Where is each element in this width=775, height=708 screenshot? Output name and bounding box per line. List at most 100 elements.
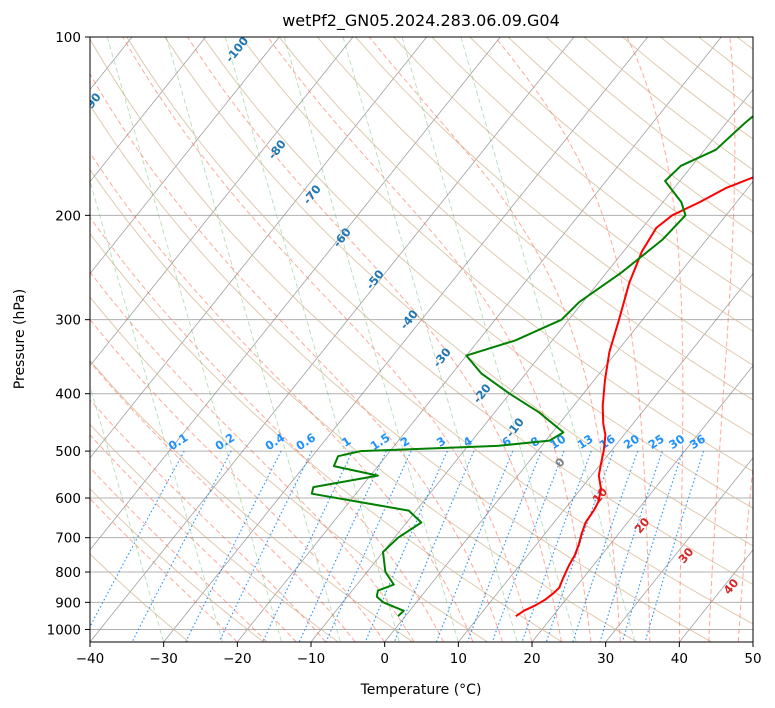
isotherm-label: -70 bbox=[300, 182, 324, 207]
moist-adiabat bbox=[494, 37, 651, 642]
isotherm-label: -60 bbox=[330, 225, 354, 250]
mixing-ratio-label: 1 bbox=[339, 434, 353, 450]
temperature-trace bbox=[515, 176, 753, 618]
mixing-ratio-line bbox=[491, 450, 565, 642]
y-tick-label: 300 bbox=[55, 313, 81, 329]
wetbulb-label: 0 bbox=[552, 455, 568, 470]
mixing-ratio-line bbox=[435, 450, 514, 642]
isotherm-line bbox=[0, 37, 58, 642]
line-labels: 0.1 0.2 0.4 0.6 1 1.5 2 3 4 6 8 10 13 16 20 25 30 36-100-… bbox=[80, 34, 741, 597]
mixing-ratio-line bbox=[393, 450, 475, 642]
isotherm-line bbox=[310, 88, 753, 642]
x-tick-label: −20 bbox=[223, 651, 252, 667]
x-tick-label: −40 bbox=[76, 651, 105, 667]
moist-adiabat bbox=[122, 37, 533, 642]
moist-adiabat bbox=[368, 37, 621, 642]
secondary-adiabat bbox=[401, 37, 577, 642]
isotherm-line bbox=[605, 457, 753, 642]
mixing-ratio-line bbox=[218, 450, 313, 642]
moist-adiabat bbox=[90, 498, 238, 642]
dry-adiabat bbox=[90, 232, 563, 642]
x-tick-label: 10 bbox=[450, 651, 467, 667]
isotherm-label: -40 bbox=[397, 307, 421, 332]
secondary-adiabat bbox=[90, 179, 224, 642]
axis-ticks: −40 −30 −20 −10 0 10 20 30 40 5010020030040050060… bbox=[47, 30, 762, 667]
mixing-ratio-line bbox=[466, 450, 542, 642]
wetbulb-label: 30 bbox=[675, 545, 696, 566]
isotherm-line bbox=[90, 37, 427, 459]
dry-adiabat bbox=[90, 38, 753, 625]
mixing-ratio-line bbox=[599, 450, 663, 642]
isotherm-line bbox=[90, 37, 575, 642]
isotherm-line bbox=[458, 273, 753, 642]
dry-adiabat bbox=[90, 553, 190, 642]
plot-frame bbox=[89, 36, 754, 643]
mixing-ratio-label: 0.2 bbox=[213, 430, 238, 453]
y-tick-label: 900 bbox=[55, 595, 81, 611]
moist-adiabat bbox=[90, 271, 415, 642]
y-tick-label: 500 bbox=[55, 444, 81, 460]
isotherm-line bbox=[90, 37, 354, 367]
chart-title: wetPf2_GN05.2024.283.06.09.G04 bbox=[282, 11, 560, 31]
x-tick-label: 0 bbox=[380, 651, 389, 667]
dry-adiabat bbox=[126, 37, 753, 586]
wetbulb-label: 20 bbox=[631, 515, 652, 536]
moist-adiabat bbox=[90, 434, 297, 642]
secondary-adiabat bbox=[460, 37, 636, 642]
isotherm-line bbox=[90, 37, 280, 275]
isotherm-label: -90 bbox=[80, 90, 104, 115]
dry-adiabat bbox=[90, 423, 339, 642]
isotherm-line bbox=[90, 37, 206, 183]
moist-adiabat bbox=[90, 399, 327, 642]
dry-adiabat bbox=[90, 488, 264, 642]
y-tick-label: 800 bbox=[55, 565, 81, 581]
moist-adiabat bbox=[90, 73, 503, 642]
x-tick-label: −30 bbox=[149, 651, 178, 667]
isotherm-label: -20 bbox=[470, 381, 494, 406]
isotherm-line bbox=[679, 549, 753, 642]
mixing-ratio-label: 36 bbox=[687, 432, 708, 452]
secondary-adiabat bbox=[283, 37, 459, 642]
wetbulb-label: 40 bbox=[720, 576, 741, 597]
y-axis-label: Pressure (hPa) bbox=[12, 289, 28, 389]
moist-adiabat bbox=[708, 37, 736, 642]
moist-adiabat bbox=[90, 361, 356, 642]
dry-adiabat bbox=[317, 37, 753, 401]
mixing-ratio-line bbox=[131, 450, 232, 642]
dry-adiabat bbox=[393, 37, 753, 332]
dry-adiabat bbox=[431, 37, 753, 299]
x-tick-label: 40 bbox=[671, 651, 688, 667]
secondary-adiabat bbox=[342, 37, 518, 642]
mixing-ratio-line bbox=[185, 450, 282, 642]
x-tick-label: −10 bbox=[297, 651, 326, 667]
mixing-ratio-line bbox=[621, 450, 684, 642]
mixing-ratio-line bbox=[90, 450, 185, 628]
mixing-ratio-label: 25 bbox=[646, 432, 667, 452]
isotherm-line bbox=[752, 641, 753, 642]
mixing-ratio-line bbox=[364, 450, 448, 642]
mixing-ratio-line bbox=[262, 450, 353, 642]
y-tick-label: 1000 bbox=[47, 622, 81, 638]
isotherm-label: -100 bbox=[222, 34, 251, 65]
moist-adiabat bbox=[626, 37, 684, 642]
secondary-adiabat bbox=[90, 384, 165, 642]
y-tick-label: 100 bbox=[55, 30, 81, 46]
secondary-adiabat bbox=[106, 37, 282, 642]
x-tick-label: 20 bbox=[523, 651, 540, 667]
isotherm-label: -30 bbox=[430, 345, 454, 370]
secondary-adiabat bbox=[224, 37, 400, 642]
moist-adiabat bbox=[90, 216, 445, 642]
dry-adiabat bbox=[164, 37, 753, 547]
isotherm-line bbox=[237, 37, 722, 642]
moist-adiabat bbox=[737, 462, 753, 642]
secondary-adiabat bbox=[165, 37, 341, 642]
mixing-ratio-label: 0.1 bbox=[166, 430, 191, 453]
mixing-ratio-label: 16 bbox=[597, 432, 618, 452]
profile-traces bbox=[310, 114, 753, 618]
isotherm-line bbox=[90, 37, 501, 551]
mixing-ratio-line bbox=[298, 450, 387, 642]
mixing-ratio-label: 0.4 bbox=[263, 430, 288, 453]
dry-adiabat bbox=[278, 37, 753, 436]
dry-adiabat bbox=[355, 37, 753, 366]
